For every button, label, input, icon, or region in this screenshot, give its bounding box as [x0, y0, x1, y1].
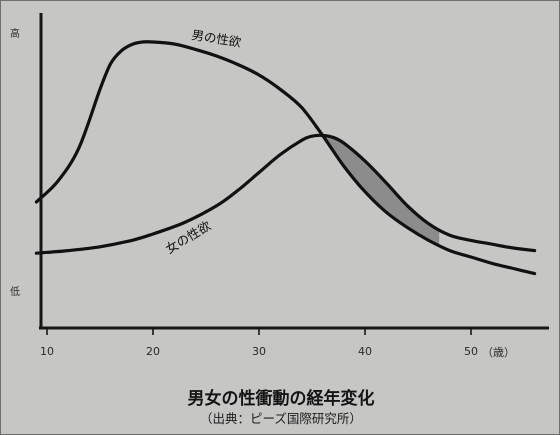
x-tick-label-40: 40 [358, 345, 372, 358]
x-tick-label-50: 50 [464, 345, 478, 358]
chart-title: 男女の性衝動の経年変化 [187, 389, 375, 409]
x-axis-ticks: 10 20 30 40 50 [40, 328, 478, 358]
x-tick-label-30: 30 [252, 345, 266, 358]
series-line-female [34, 133, 537, 255]
y-high-label: 高 [10, 27, 20, 40]
series-label-male: 男の性欲 [191, 27, 243, 50]
y-low-label: 低 [10, 285, 20, 298]
series-line-male [34, 40, 537, 276]
x-unit-label: （歳） [482, 346, 515, 359]
overlap-shaded-region [322, 135, 440, 246]
x-tick-label-10: 10 [40, 345, 54, 358]
series-label-female: 女の性欲 [163, 218, 214, 257]
x-tick-label-20: 20 [146, 345, 160, 358]
chart-source: （出典：ピーズ国際研究所） [200, 411, 362, 426]
